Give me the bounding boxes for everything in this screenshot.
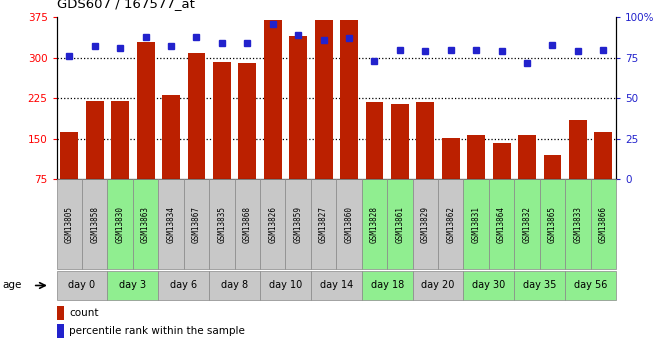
Text: percentile rank within the sample: percentile rank within the sample [69,326,245,336]
Bar [518,135,536,179]
Bar [442,138,460,179]
Bar [514,179,539,269]
Bar [543,155,561,179]
Text: GSM13834: GSM13834 [166,206,176,243]
Bar [57,179,82,269]
Bar [464,179,489,269]
Bar [416,102,434,179]
Text: GSM13859: GSM13859 [294,206,302,243]
Bar [468,135,485,179]
Bar [234,179,260,269]
Text: GSM13861: GSM13861 [396,206,404,243]
Text: GSM13828: GSM13828 [370,206,379,243]
Bar [260,179,286,269]
Text: day 8: day 8 [221,280,248,290]
Bar [209,271,260,300]
Bar [107,179,133,269]
Text: GSM13863: GSM13863 [141,206,150,243]
Bar [137,41,155,179]
Text: GSM13867: GSM13867 [192,206,201,243]
Bar [82,179,107,269]
Text: GSM13829: GSM13829 [421,206,430,243]
Bar [366,102,384,179]
Bar [111,101,129,179]
Bar [264,20,282,179]
Bar [213,62,231,179]
Bar [289,36,307,179]
Bar [260,271,311,300]
Text: day 30: day 30 [472,280,505,290]
Text: day 0: day 0 [69,280,96,290]
Text: GSM13864: GSM13864 [497,206,506,243]
Text: day 6: day 6 [170,280,197,290]
Bar [565,179,591,269]
Bar [391,104,409,179]
Text: GSM13832: GSM13832 [523,206,531,243]
Text: GSM13833: GSM13833 [573,206,582,243]
Bar [438,179,464,269]
Bar [464,271,514,300]
Bar [591,179,616,269]
Bar [595,132,612,179]
Bar [514,271,565,300]
Bar [209,179,234,269]
Bar [362,179,387,269]
Bar [493,142,511,179]
Bar [413,271,464,300]
Bar [413,179,438,269]
Text: day 56: day 56 [574,280,607,290]
Bar [57,271,107,300]
Bar [539,179,565,269]
Bar [315,20,332,179]
Text: GSM13862: GSM13862 [446,206,456,243]
Text: day 3: day 3 [119,280,147,290]
Bar [107,271,159,300]
Text: day 18: day 18 [370,280,404,290]
Bar [184,179,209,269]
Bar [336,179,362,269]
Text: GSM13865: GSM13865 [548,206,557,243]
Bar [159,271,209,300]
Text: GSM13830: GSM13830 [116,206,125,243]
Text: GSM13858: GSM13858 [91,206,99,243]
Bar [61,132,78,179]
Text: GSM13835: GSM13835 [217,206,226,243]
Text: GSM13866: GSM13866 [599,206,608,243]
Text: GDS607 / 167577_at: GDS607 / 167577_at [57,0,194,10]
Bar [188,53,205,179]
Bar [311,271,362,300]
Bar [57,306,65,319]
Bar [238,63,256,179]
Text: day 20: day 20 [422,280,455,290]
Text: age: age [3,280,22,290]
Bar [340,20,358,179]
Bar [311,179,336,269]
Text: GSM13805: GSM13805 [65,206,74,243]
Text: count: count [69,308,99,318]
Text: GSM13826: GSM13826 [268,206,277,243]
Text: day 35: day 35 [523,280,557,290]
Bar [162,95,180,179]
Bar [569,120,587,179]
Text: GSM13831: GSM13831 [472,206,481,243]
Bar [387,179,413,269]
Bar [489,179,514,269]
Text: day 14: day 14 [320,280,353,290]
Text: GSM13827: GSM13827 [319,206,328,243]
Bar [565,271,616,300]
Bar [362,271,413,300]
Bar [286,179,311,269]
Bar [57,324,65,338]
Bar [86,101,104,179]
Text: GSM13868: GSM13868 [243,206,252,243]
Bar [133,179,159,269]
Text: day 10: day 10 [269,280,302,290]
Text: GSM13860: GSM13860 [344,206,354,243]
Bar [159,179,184,269]
